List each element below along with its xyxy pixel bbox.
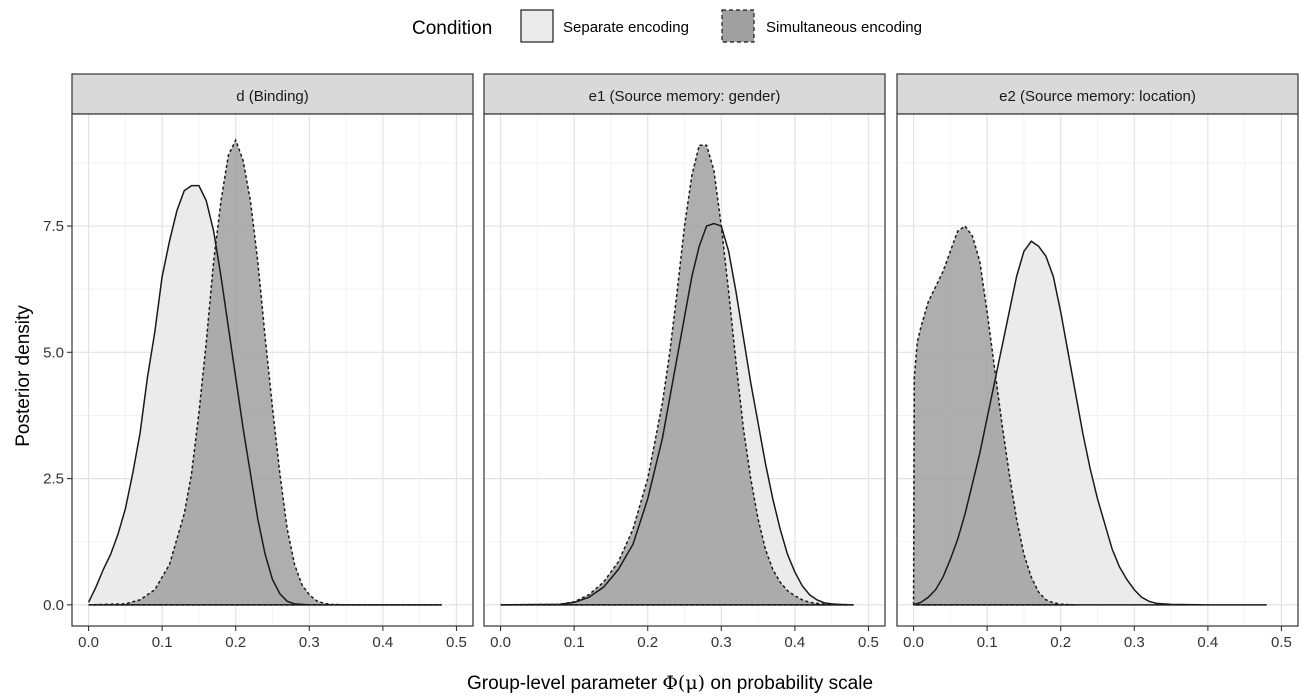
panels: d (Binding) 0.0 0.1 0.2 0.3 0.4 0.5 0.0 2.5 5.0 7.… <box>43 73 1299 651</box>
panel-2: e1 (Source memory: gender) 0.0 0.1 0.2 0.3 0.… <box>483 73 886 651</box>
x-axis-title-pre: Group-level parameter <box>467 673 662 694</box>
y-tick-label: 0.0 <box>43 597 64 614</box>
y-tick-label: 5.0 <box>43 344 64 361</box>
density-line-separate <box>913 240 1267 606</box>
panel-strip <box>896 73 1299 115</box>
panel-title: e2 (Source memory: location) <box>999 88 1196 105</box>
x-tick-label: 0.0 <box>490 634 511 651</box>
x-tick-label: 0.4 <box>1197 634 1218 651</box>
x-tick-label: 0.3 <box>1124 634 1145 651</box>
x-tick-label: 0.2 <box>637 634 658 651</box>
legend-key-separate <box>520 9 554 43</box>
legend-key-simultaneous <box>721 9 755 43</box>
x-tick-label: 0.4 <box>784 634 805 651</box>
density-line-simultaneous <box>500 144 854 606</box>
panel-border <box>896 113 1299 627</box>
density-area-separate <box>88 185 442 605</box>
x-tick-label: 0.1 <box>564 634 585 651</box>
legend-label-simultaneous: Simultaneous encoding <box>766 19 922 36</box>
panel-border <box>71 113 474 627</box>
x-tick-label: 0.5 <box>858 634 879 651</box>
x-axis-title-symbol: Φ(μ) <box>662 672 705 694</box>
panel-border <box>483 113 886 627</box>
panel-strip <box>483 73 886 115</box>
y-tick-label: 7.5 <box>43 218 64 235</box>
x-tick-label: 0.1 <box>977 634 998 651</box>
x-tick-label: 0.3 <box>711 634 732 651</box>
legend-title: Condition <box>412 18 492 39</box>
x-tick-label: 0.5 <box>1271 634 1292 651</box>
x-tick-label: 0.1 <box>152 634 173 651</box>
panel-strip <box>71 73 474 115</box>
x-tick-label: 0.4 <box>372 634 393 651</box>
y-axis-title: Posterior density <box>13 305 34 447</box>
density-line-separate <box>87 184 442 606</box>
y-tick-label: 2.5 <box>43 471 64 488</box>
density-area-simultaneous <box>500 145 854 605</box>
panel-title: d (Binding) <box>236 88 309 105</box>
x-tick-label: 0.0 <box>903 634 924 651</box>
density-line-simultaneous <box>912 225 1076 606</box>
legend-label-separate: Separate encoding <box>563 19 689 36</box>
panel-3: e2 (Source memory: location) 0.0 0.1 0.2 0.3… <box>896 73 1299 651</box>
panel-title: e1 (Source memory: gender) <box>589 88 781 105</box>
x-tick-label: 0.2 <box>225 634 246 651</box>
panel-1: d (Binding) 0.0 0.1 0.2 0.3 0.4 0.5 0.0 2.5 5.0 7.… <box>43 73 474 651</box>
density-area-simultaneous <box>913 226 1076 605</box>
density-area-simultaneous <box>88 140 442 605</box>
legend: Condition Separate encoding Simultaneous… <box>412 9 922 43</box>
x-tick-label: 0.5 <box>446 634 467 651</box>
x-axis-title-post: on probability scale <box>705 673 873 694</box>
density-line-separate <box>500 222 854 606</box>
density-line-simultaneous <box>88 138 442 606</box>
x-tick-label: 0.3 <box>299 634 320 651</box>
axis-titles: Posterior density Group-level parameter … <box>13 305 873 694</box>
x-tick-label: 0.2 <box>1050 634 1071 651</box>
x-tick-label: 0.0 <box>78 634 99 651</box>
x-axis-title: Group-level parameter Φ(μ) on probabilit… <box>467 672 873 694</box>
